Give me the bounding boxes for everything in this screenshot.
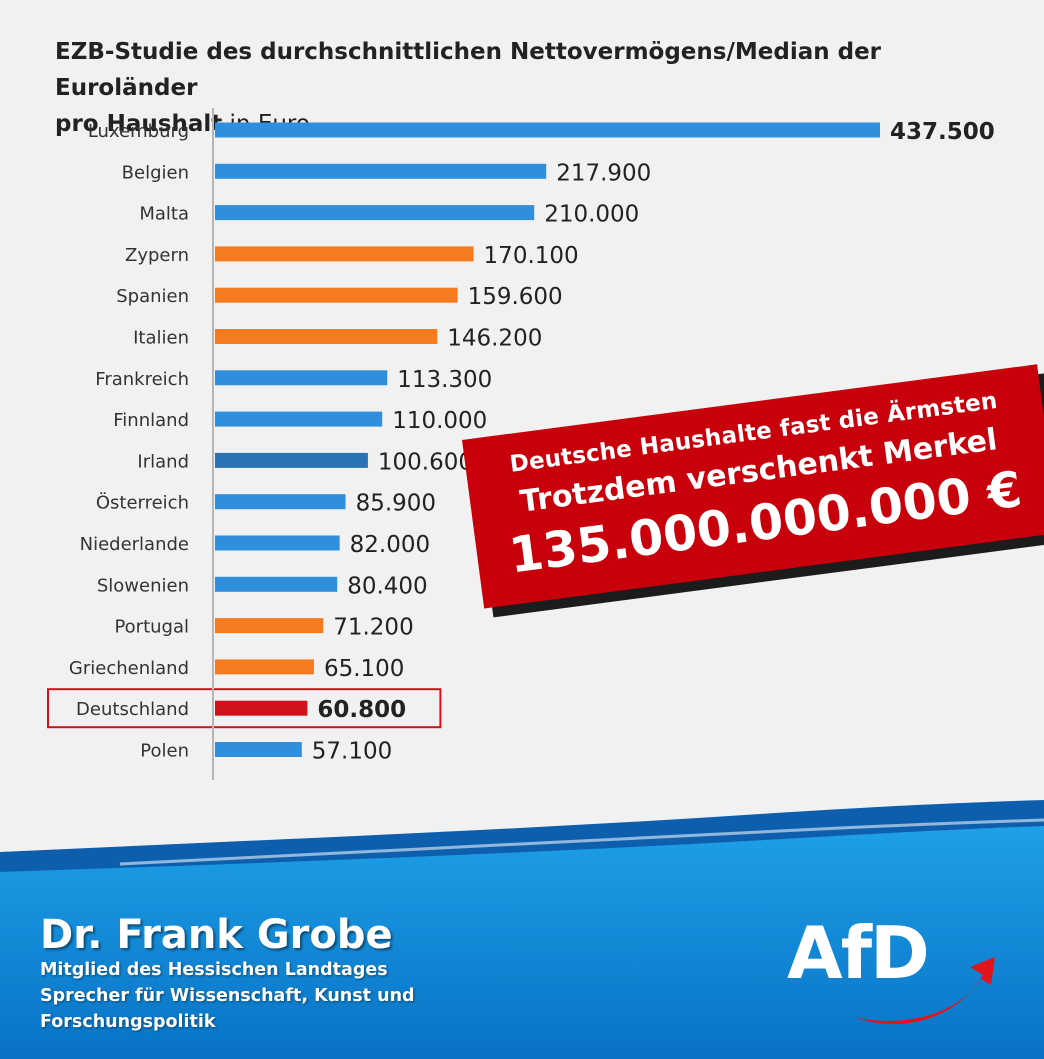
footer-band: Dr. Frank Grobe Mitglied des Hessischen … bbox=[0, 800, 1044, 1059]
highlight-box bbox=[47, 688, 442, 729]
bar bbox=[215, 287, 458, 303]
category-label: Spanien bbox=[116, 286, 189, 307]
value-label: 110.000 bbox=[392, 408, 487, 434]
value-label: 437.500 bbox=[890, 119, 995, 145]
bar bbox=[215, 535, 340, 551]
bar bbox=[215, 411, 383, 427]
afd-logo: AfD bbox=[785, 905, 1000, 1035]
category-label: Niederlande bbox=[80, 534, 189, 555]
bar bbox=[215, 246, 474, 262]
bar bbox=[215, 659, 314, 675]
bar bbox=[215, 618, 324, 634]
footer-line-2: Sprecher für Wissenschaft, Kunst und bbox=[40, 986, 415, 1006]
logo-swoosh-arrow bbox=[855, 957, 995, 1025]
category-label: Malta bbox=[139, 204, 189, 225]
bar bbox=[215, 700, 308, 716]
title-line-1: EZB-Studie des durchschnittlichen Nettov… bbox=[55, 39, 882, 101]
bar bbox=[215, 163, 547, 179]
bar bbox=[215, 742, 302, 757]
value-label: 210.000 bbox=[544, 202, 639, 228]
category-label: Italien bbox=[133, 328, 189, 349]
category-label: Slowenien bbox=[97, 575, 189, 596]
bar bbox=[215, 370, 388, 386]
category-label: Polen bbox=[140, 741, 189, 762]
bar bbox=[215, 329, 438, 344]
value-label: 80.400 bbox=[347, 573, 427, 599]
category-label: Österreich bbox=[96, 492, 189, 514]
bar-chart: Luxemburg 437.500 Belgien 217.900 Malta 210.0… bbox=[47, 108, 995, 780]
category-label: Irland bbox=[137, 451, 189, 472]
value-label: 60.800 bbox=[317, 697, 406, 723]
value-label: 85.900 bbox=[356, 491, 436, 517]
value-label: 170.100 bbox=[484, 243, 579, 269]
value-label: 113.300 bbox=[397, 367, 492, 393]
category-label: Luxemburg bbox=[88, 121, 189, 142]
footer-background bbox=[0, 800, 1044, 1059]
bar bbox=[215, 576, 338, 592]
value-label: 159.600 bbox=[468, 284, 563, 310]
value-label: 217.900 bbox=[556, 160, 651, 186]
footer-line-1: Mitglied des Hessischen Landtages bbox=[40, 960, 388, 980]
category-label: Griechenland bbox=[69, 658, 189, 679]
title-bold-part: pro Haushalt bbox=[55, 111, 223, 137]
value-label: 57.100 bbox=[312, 739, 392, 765]
value-label: 146.200 bbox=[447, 326, 542, 352]
bar bbox=[215, 494, 346, 510]
politician-name: Dr. Frank Grobe bbox=[40, 912, 393, 958]
chart-title: EZB-Studie des durchschnittlichen Nettov… bbox=[55, 34, 1015, 142]
category-label: Zypern bbox=[125, 245, 189, 266]
category-label: Frankreich bbox=[95, 369, 189, 390]
bar bbox=[215, 205, 535, 221]
value-label: 100.600 bbox=[378, 449, 473, 475]
bar bbox=[215, 452, 368, 468]
category-label: Belgien bbox=[122, 162, 189, 183]
footer-line-3: Forschungspolitik bbox=[40, 1012, 216, 1032]
value-label: 71.200 bbox=[333, 615, 413, 641]
category-label: Portugal bbox=[114, 617, 189, 638]
category-label: Deutschland bbox=[76, 699, 189, 720]
bar bbox=[215, 122, 880, 138]
logo-text: AfD bbox=[787, 911, 930, 995]
value-label: 65.100 bbox=[324, 656, 404, 682]
value-label: 82.000 bbox=[350, 532, 430, 558]
category-label: Finnland bbox=[113, 410, 189, 431]
